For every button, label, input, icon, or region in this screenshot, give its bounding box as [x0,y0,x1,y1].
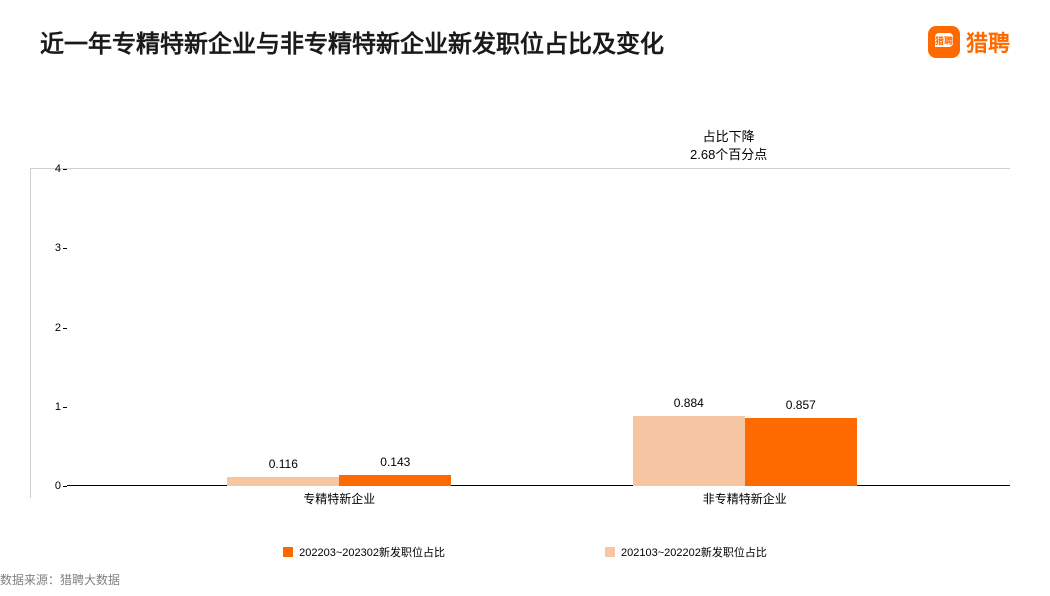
bar: 0.857 [745,418,857,486]
logo-icon [928,26,960,58]
bar-group: 0.1160.143专精特新企业 [227,475,451,486]
y-tick: 3 [55,242,61,254]
bar: 0.884 [633,416,745,486]
chart: 01234 0.1160.143专精特新企业0.8840.857非专精特新企业 [30,168,1010,498]
annotation-line1: 占比下降 [690,128,767,146]
page-title: 近一年专精特新企业与非专精特新企业新发职位占比及变化 [40,24,664,59]
legend-swatch-icon [283,547,293,557]
y-tick: 1 [55,401,61,413]
data-source: 数据来源：猎聘大数据 [0,571,120,588]
legend-item-1: 202203~202302新发职位占比 [283,544,445,560]
bar-value-label: 0.884 [674,396,704,410]
header: 近一年专精特新企业与非专精特新企业新发职位占比及变化 猎聘 [0,0,1050,59]
legend-item-2: 202103~202202新发职位占比 [605,544,767,560]
logo: 猎聘 [928,26,1010,58]
bar-value-label: 0.116 [269,457,298,471]
bar-value-label: 0.143 [380,455,410,469]
x-axis-baseline [67,485,1010,486]
y-tick: 0 [55,480,61,492]
y-tick: 2 [55,322,61,334]
logo-text: 猎聘 [966,26,1010,58]
legend-swatch-icon [605,547,615,557]
plot-area: 0.1160.143专精特新企业 0.8840.857非专精特新企业 [67,169,1010,486]
bar-value-label: 0.857 [786,398,816,412]
legend: 202203~202302新发职位占比 202103~202202新发职位占比 [0,544,1050,560]
bar: 0.143 [339,475,451,486]
bar-group: 0.8840.857非专精特新企业 [633,416,857,486]
category-label: 专精特新企业 [303,490,375,507]
legend-label: 202103~202202新发职位占比 [621,544,767,560]
category-label: 非专精特新企业 [703,490,787,507]
y-tick: 4 [55,163,61,175]
legend-label: 202203~202302新发职位占比 [299,544,445,560]
chart-annotation: 占比下降 2.68个百分点 [690,128,767,164]
bar: 0.116 [227,477,339,486]
y-axis: 01234 [31,169,67,486]
annotation-line2: 2.68个百分点 [690,146,767,164]
